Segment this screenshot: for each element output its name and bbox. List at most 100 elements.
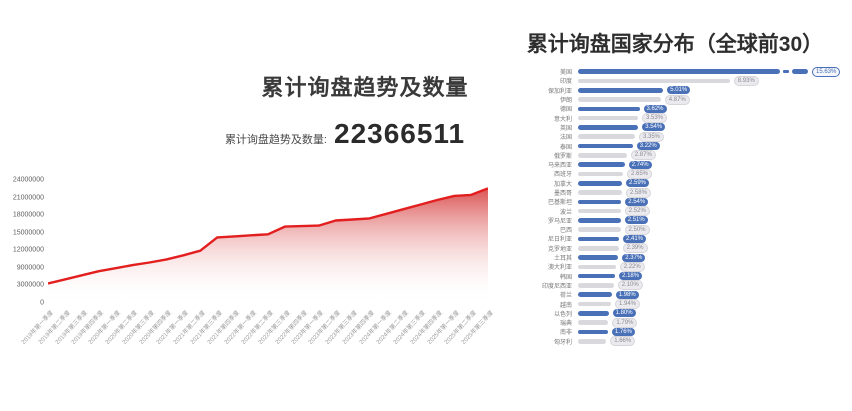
country-bar bbox=[578, 338, 607, 344]
trend-chart-title: 累计询盘趋势及数量 bbox=[261, 75, 469, 100]
country-row: 罗马尼亚 2.51% bbox=[512, 216, 850, 225]
country-row: 波兰 2.52% bbox=[512, 206, 850, 217]
country-row: 南非 1.76% bbox=[512, 327, 850, 336]
trend-area-chart bbox=[48, 187, 488, 303]
country-row: 土耳其 2.37% bbox=[512, 253, 850, 262]
country-row: 加拿大 2.59% bbox=[512, 179, 850, 188]
country-name: 越南 bbox=[559, 302, 572, 309]
percentage-badge: 2.10% bbox=[617, 280, 643, 291]
country-bar bbox=[578, 218, 621, 223]
percentage-badge: 3.62% bbox=[643, 104, 667, 113]
percentage-badge: 2.37% bbox=[622, 253, 646, 262]
country-name: 印度 bbox=[559, 79, 572, 86]
country-row: 荷兰 1.98% bbox=[512, 290, 850, 299]
country-row: 匈牙利 1.66% bbox=[512, 336, 850, 347]
percentage-badge: 2.87% bbox=[630, 150, 656, 161]
country-bar bbox=[578, 134, 635, 140]
country-name: 伊朗 bbox=[559, 98, 572, 105]
country-row: 澳大利亚 2.22% bbox=[512, 261, 850, 272]
country-bar bbox=[578, 273, 616, 279]
country-bar bbox=[578, 78, 730, 84]
country-bar bbox=[578, 329, 608, 335]
country-name: 以色列 bbox=[553, 311, 572, 318]
country-name: 匈牙利 bbox=[553, 339, 572, 346]
country-name: 加拿大 bbox=[553, 181, 572, 188]
country-name: 法国 bbox=[559, 135, 572, 142]
country-name: 罗马尼亚 bbox=[547, 218, 572, 225]
percentage-badge: 3.54% bbox=[642, 123, 666, 132]
percentage-badge: 2.18% bbox=[619, 272, 643, 281]
country-name: 印度尼西亚 bbox=[541, 283, 572, 290]
country-row: 伊朗 4.87% bbox=[512, 94, 850, 105]
country-name: 墨西哥 bbox=[553, 191, 572, 197]
percentage-badge: 1.98% bbox=[615, 290, 639, 299]
percentage-badge: 2.74% bbox=[628, 160, 652, 169]
trend-total-label: 累计询盘趋势及数量: bbox=[224, 134, 327, 146]
percentage-badge: 2.51% bbox=[624, 216, 648, 225]
percentage-badge: 2.50% bbox=[624, 224, 650, 235]
percentage-badge: 15.63% bbox=[812, 66, 841, 77]
country-bar bbox=[578, 69, 780, 74]
country-bar bbox=[578, 97, 661, 102]
country-row: 以色列 1.80% bbox=[512, 309, 850, 318]
y-tick-label: 24000000 bbox=[12, 176, 44, 184]
percentage-badge: 2.41% bbox=[623, 234, 647, 243]
y-tick-label: 21000000 bbox=[12, 194, 44, 202]
country-row: 美国 15.63% bbox=[512, 66, 850, 77]
country-name: 克罗地亚 bbox=[547, 246, 572, 253]
percentage-badge: 2.65% bbox=[627, 168, 653, 179]
country-row: 德国 3.62% bbox=[512, 104, 850, 113]
country-row: 巴西 2.50% bbox=[512, 224, 850, 235]
country-name: 巴西 bbox=[559, 228, 572, 235]
country-row: 韩国 2.18% bbox=[512, 272, 850, 281]
country-name: 德国 bbox=[559, 107, 572, 114]
y-tick-label: 15000000 bbox=[12, 229, 44, 237]
country-name: 南非 bbox=[559, 330, 572, 337]
percentage-badge: 2.59% bbox=[626, 179, 650, 188]
country-name: 巴基斯坦 bbox=[547, 200, 572, 207]
percentage-badge: 2.54% bbox=[625, 197, 649, 206]
trend-total-value: 22366511 bbox=[334, 118, 466, 149]
country-row: 意大利 3.53% bbox=[512, 113, 850, 124]
country-row: 越南 1.94% bbox=[512, 299, 850, 310]
country-row: 巴基斯坦 2.54% bbox=[512, 197, 850, 206]
y-tick-label: 18000000 bbox=[12, 211, 44, 219]
country-bar bbox=[578, 283, 614, 288]
percentage-badge: 1.76% bbox=[611, 327, 635, 336]
country-bar bbox=[578, 180, 622, 186]
trend-x-axis: 2019年第一季度 2019年第二季度 2019年第三季度 2019年第四季度 2020… bbox=[21, 306, 495, 376]
country-row: 马来西亚 2.74% bbox=[512, 160, 850, 169]
percentage-badge: 1.79% bbox=[612, 317, 638, 328]
country-bar bbox=[578, 162, 625, 167]
percentage-badge: 3.53% bbox=[642, 113, 668, 124]
percentage-badge: 1.66% bbox=[610, 336, 636, 347]
country-name: 瑞典 bbox=[559, 321, 572, 328]
percentage-badge: 2.52% bbox=[624, 206, 650, 217]
country-bar-chart: 美国 15.63% 印度 8.93% 保加利亚 5.01% 伊朗 4.87% 德国 3.62% 意大… bbox=[512, 66, 850, 347]
percentage-badge: 5.01% bbox=[667, 86, 691, 95]
trend-y-axis: 24000000 21000000 18000000 15000000 12000000… bbox=[0, 176, 44, 307]
country-row: 保加利亚 5.01% bbox=[512, 86, 850, 95]
country-row: 英国 3.54% bbox=[512, 123, 850, 132]
percentage-badge: 8.93% bbox=[733, 75, 759, 86]
percentage-badge: 2.58% bbox=[625, 187, 651, 198]
country-row: 西班牙 2.65% bbox=[512, 168, 850, 179]
country-bar bbox=[578, 264, 616, 270]
y-tick-label: 9000000 bbox=[16, 264, 44, 272]
country-name: 澳大利亚 bbox=[547, 265, 572, 272]
country-bar bbox=[578, 320, 609, 325]
country-name: 波兰 bbox=[559, 209, 572, 216]
country-name: 马来西亚 bbox=[547, 163, 572, 170]
country-bar bbox=[578, 143, 633, 149]
country-name: 泰国 bbox=[559, 144, 572, 151]
country-name: 意大利 bbox=[553, 116, 572, 123]
country-bar bbox=[578, 245, 619, 251]
country-bar bbox=[578, 292, 612, 298]
country-chart-title: 累计询盘国家分布（全球前30） bbox=[526, 33, 824, 56]
country-bar bbox=[578, 171, 623, 177]
country-bar bbox=[578, 236, 619, 242]
percentage-badge: 4.87% bbox=[664, 94, 690, 105]
country-bar bbox=[578, 106, 640, 112]
country-name: 西班牙 bbox=[553, 172, 572, 179]
percentage-badge: 1.94% bbox=[615, 299, 641, 310]
